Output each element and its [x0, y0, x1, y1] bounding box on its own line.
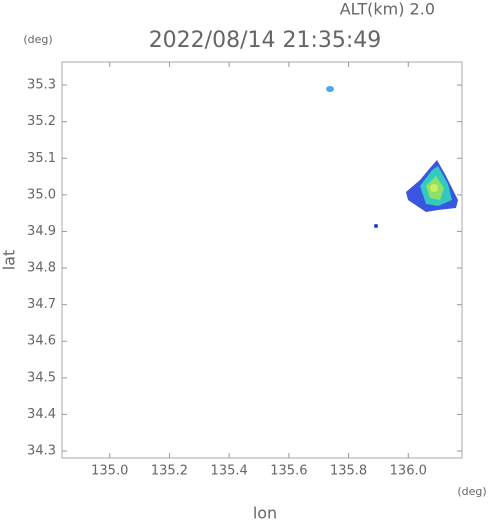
y-tick-label: 34.7: [27, 297, 56, 312]
echo-areas: [326, 86, 458, 228]
y-tick-label: 35.1: [27, 151, 56, 166]
x-tick-label: 135.2: [151, 464, 188, 479]
x-tick-label: 135.4: [211, 464, 248, 479]
y-tick-label: 34.9: [27, 224, 56, 239]
y-tick-label: 34.8: [27, 261, 56, 276]
y-tick-label: 35.3: [27, 78, 56, 93]
x-tick-label: 135.0: [91, 464, 128, 479]
y-tick-label: 34.6: [27, 334, 56, 349]
echo: [326, 86, 334, 92]
x-tick-label: 136.0: [390, 464, 427, 479]
y-unit: (deg): [23, 33, 52, 46]
y-axis-label: lat: [0, 250, 19, 271]
x-axis-label: lon: [253, 504, 277, 521]
echo: [374, 224, 378, 228]
y-tick-label: 34.4: [27, 407, 56, 422]
y-tick-label: 34.3: [27, 444, 56, 459]
x-tick-label: 135.6: [270, 464, 307, 479]
y-tick-label: 35.2: [27, 114, 56, 129]
plot-frame: [61, 61, 463, 459]
echo: [430, 184, 438, 192]
subtitle: ALT(km) 2.0: [340, 0, 435, 19]
y-tick-label: 34.5: [27, 370, 56, 385]
y-tick-label: 35.0: [27, 187, 56, 202]
x-tick-label: 135.8: [330, 464, 367, 479]
x-unit: (deg): [457, 485, 486, 498]
chart-title: 2022/08/14 21:35:49: [149, 28, 382, 53]
